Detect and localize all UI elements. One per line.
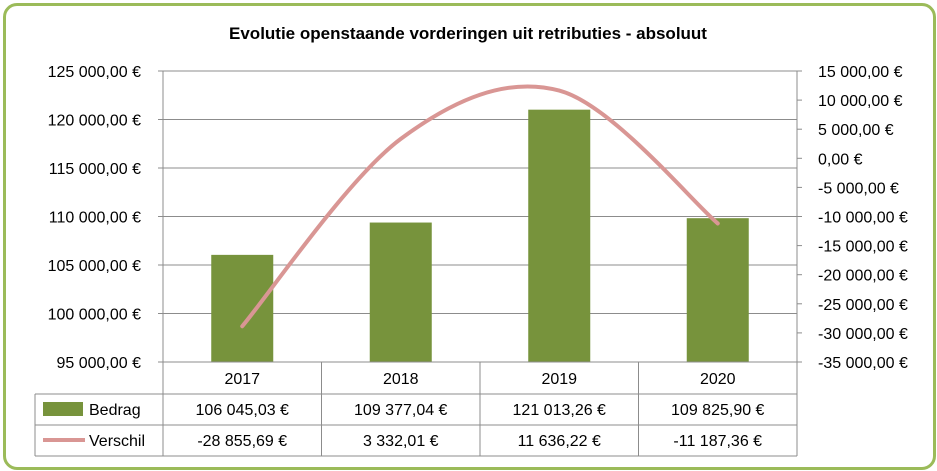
- right-axis: -35 000,00 € -30 000,00 € -25 000,00 € -20 …: [796, 64, 908, 372]
- chart-title: Evolutie openstaande vorderingen uit ret…: [229, 24, 707, 43]
- bar: [528, 109, 591, 362]
- bar: [369, 222, 432, 362]
- category-label: 2018: [383, 371, 419, 388]
- category-label: 2020: [700, 371, 736, 388]
- legend-key-bar: [43, 402, 83, 416]
- data-table: 2017 2018 2019 2020 Bedrag 106 045,03 € 109 37…: [34, 361, 798, 457]
- line-series: [240, 84, 720, 329]
- category-label: 2017: [224, 371, 260, 388]
- right-tick-label: -25 000,00 €: [818, 297, 908, 314]
- right-tick-label: -30 000,00 €: [818, 326, 908, 343]
- bar: [686, 218, 749, 362]
- bar: [211, 254, 274, 362]
- data-label: -28 855,69 €: [197, 433, 287, 450]
- bar-series: [211, 109, 749, 362]
- right-tick-label: -15 000,00 €: [818, 239, 908, 256]
- data-label: -11 187,36 €: [673, 433, 762, 450]
- left-tick-label: 125 000,00 €: [48, 64, 142, 81]
- category-label: 2019: [541, 371, 577, 388]
- right-tick-label: 15 000,00 €: [818, 64, 903, 81]
- data-label: 106 045,03 €: [196, 402, 290, 419]
- data-label: 11 636,22 €: [518, 433, 601, 450]
- data-label: 3 332,01 €: [363, 433, 439, 450]
- left-tick-label: 100 000,00 €: [48, 307, 142, 324]
- data-label: 109 377,04 €: [354, 402, 448, 419]
- left-tick-label: 110 000,00 €: [49, 210, 141, 227]
- right-tick-label: -35 000,00 €: [818, 355, 908, 372]
- left-tick-label: 115 000,00 €: [49, 161, 141, 178]
- data-label: 121 013,26 €: [513, 402, 607, 419]
- data-label: 109 825,90 €: [671, 402, 765, 419]
- right-tick-label: -10 000,00 €: [818, 210, 908, 227]
- left-tick-label: 105 000,00 €: [48, 258, 142, 275]
- legend-label: Bedrag: [89, 402, 141, 419]
- right-tick-label: -5 000,00 €: [818, 180, 899, 197]
- left-tick-label: 95 000,00 €: [56, 355, 141, 372]
- right-tick-label: 5 000,00 €: [818, 122, 894, 139]
- left-axis: 95 000,00 € 100 000,00 € 105 000,00 € 110 0…: [48, 64, 164, 372]
- right-tick-label: 0,00 €: [818, 151, 863, 168]
- chart-frame: [3, 3, 936, 470]
- right-tick-label: -20 000,00 €: [818, 268, 908, 285]
- legend-label: Verschil: [89, 433, 145, 450]
- series-line-verschil: [240, 84, 720, 329]
- right-tick-label: 10 000,00 €: [818, 93, 903, 110]
- left-tick-label: 120 000,00 €: [48, 113, 142, 130]
